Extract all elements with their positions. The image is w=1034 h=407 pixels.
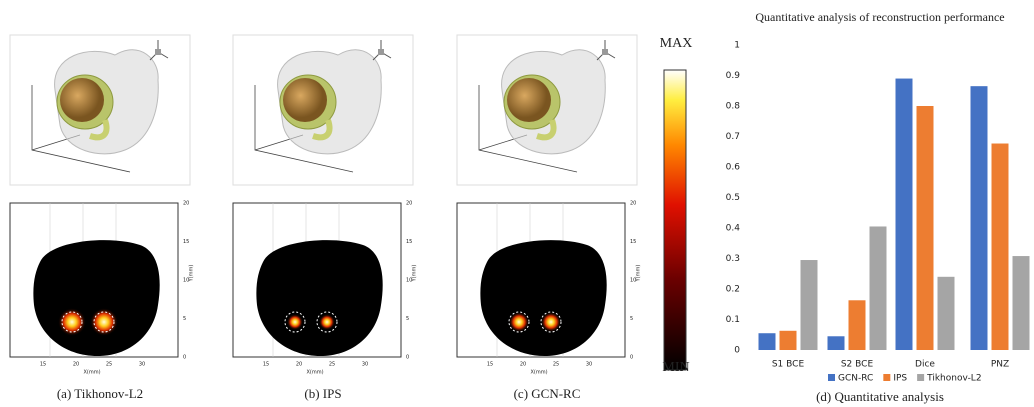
y-tick-label: 0.9 [726,71,741,81]
slice-y-tick: 5 [406,316,409,322]
y-tick-label: 1 [734,41,740,51]
x-tick-label: Dice [915,360,935,370]
slice-y-tick: 5 [183,316,186,322]
y-tick-label: 0.4 [726,224,741,234]
colorbar: MAX MIN [660,36,693,375]
slice-y-label: Y(mm) [189,265,195,283]
slice-y-tick: 20 [406,201,412,207]
colorbar-scale [664,70,686,370]
slice-body [256,240,382,356]
slice-x-tick: 20 [520,362,526,368]
legend-label: Tikhonov-L2 [926,374,981,384]
bar [759,333,776,350]
orient-box [378,49,384,55]
colorbar-min: MIN [662,360,689,375]
y-tick-label: 0.8 [726,102,741,112]
legend-swatch [917,374,924,381]
slice-x-label: X(mm) [83,370,100,376]
bar [801,260,818,350]
slice-y-tick: 15 [406,239,412,245]
bar [971,86,988,350]
figure: 1520253005101520X(mm)Y(mm)(a) Tikhonov-L… [0,0,1034,407]
hot-spot [509,312,529,332]
panel-caption: (a) Tikhonov-L2 [57,386,143,401]
slice-y-tick: 0 [183,355,186,361]
orient-box [602,49,608,55]
y-tick-label: 0.3 [726,254,740,264]
panel-caption: (b) IPS [304,386,341,401]
bar [870,226,887,350]
slice-y-tick: 15 [630,239,636,245]
y-tick-label: 0.6 [726,163,741,173]
y-tick-label: 0.5 [726,193,740,203]
brain [507,78,551,122]
slice-x-label: X(mm) [306,370,323,376]
slice-x-tick: 15 [487,362,493,368]
chart-caption: (d) Quantitative analysis [816,389,944,404]
panel-caption: (c) GCN-RC [514,386,581,401]
bar [849,300,866,350]
colorbar-max: MAX [660,36,693,51]
slice-x-tick: 30 [139,362,145,368]
bar [992,144,1009,350]
slice-x-tick: 25 [553,362,559,368]
hot-spot [541,312,561,332]
slice-x-tick: 25 [106,362,112,368]
slice-y-tick: 5 [630,316,633,322]
slice-y-tick: 20 [183,201,189,207]
slice-y-tick: 15 [183,239,189,245]
x-tick-label: S2 BCE [841,360,874,370]
x-tick-label: PNZ [991,360,1009,370]
y-tick-label: 0.2 [726,285,740,295]
slice-x-tick: 20 [73,362,79,368]
hot-spot [319,314,335,330]
brain [60,78,104,122]
bar-chart: Quantitative analysis of reconstruction … [726,10,1030,404]
brain [283,78,327,122]
legend-swatch [883,374,890,381]
chart-title: Quantitative analysis of reconstruction … [755,10,1004,24]
slice-y-label: Y(mm) [412,265,418,283]
slice-y-tick: 20 [630,201,636,207]
hot-spot [287,314,303,330]
slice-y-tick: 0 [630,355,633,361]
bar [1013,256,1030,350]
orient-box [155,49,161,55]
slice-x-tick: 15 [263,362,269,368]
bar [896,79,913,350]
bar [938,277,955,350]
slice-x-label: X(mm) [530,370,547,376]
legend-label: IPS [893,374,907,384]
y-tick-label: 0.1 [726,315,740,325]
slice-body [33,240,159,356]
y-tick-label: 0 [734,346,740,356]
legend-swatch [828,374,835,381]
slice-x-tick: 30 [362,362,368,368]
slice-body [480,240,606,356]
slice-x-tick: 15 [40,362,46,368]
slice-x-tick: 20 [296,362,302,368]
slice-x-tick: 30 [586,362,592,368]
bar [780,331,797,350]
slice-x-tick: 25 [329,362,335,368]
slice-y-tick: 0 [406,355,409,361]
bar [917,106,934,350]
y-tick-label: 0.7 [726,132,740,142]
bar [828,336,845,350]
x-tick-label: S1 BCE [772,360,805,370]
legend-label: GCN-RC [838,374,873,384]
slice-y-label: Y(mm) [636,265,642,283]
